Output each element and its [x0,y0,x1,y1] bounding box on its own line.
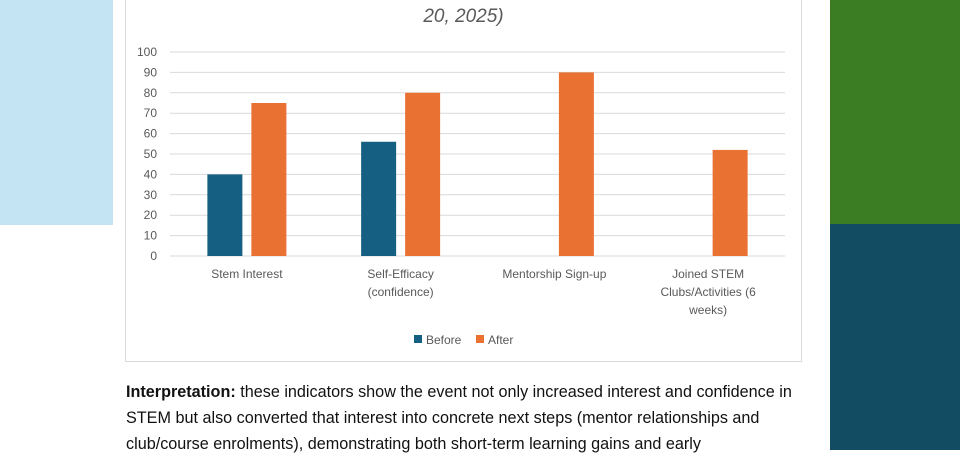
y-tick-label: 70 [144,106,158,120]
x-tick-label: (confidence) [368,285,434,299]
bar-after [712,149,748,256]
chart-title: 20, 2025) [423,6,504,27]
y-tick-label: 20 [144,208,158,222]
y-tick-label: 60 [144,127,158,141]
legend-label: After [488,333,513,347]
x-tick-label: Joined STEM [672,267,744,281]
y-tick-label: 30 [144,188,158,202]
y-tick-label: 10 [144,229,158,243]
x-tick-label: Stem Interest [211,267,283,281]
bar-before [207,174,243,256]
interpretation-paragraph: Interpretation: these indicators show th… [126,379,826,457]
bar-after [558,72,594,257]
legend-label: Before [426,333,462,347]
y-tick-label: 90 [144,65,158,79]
y-tick-label: 80 [144,86,158,100]
y-tick-label: 0 [150,249,157,263]
y-tick-label: 50 [144,147,158,161]
x-tick-label: weeks) [688,303,727,317]
interpretation-text: these indicators show the event not only… [126,383,792,453]
bar-after [405,92,441,256]
bar-after [251,103,287,256]
interpretation-label: Interpretation: [126,383,236,401]
y-tick-label: 100 [137,45,157,59]
legend-swatch [476,335,484,343]
x-tick-label: Self-Efficacy [367,267,433,281]
chart-frame [125,0,802,362]
x-tick-label: Mentorship Sign-up [502,267,606,281]
x-tick-label: Clubs/Activities (6 [660,285,756,299]
right-decor-bottom [830,224,960,450]
legend-swatch [414,335,422,343]
y-tick-label: 40 [144,167,158,181]
bar-before [361,141,397,256]
left-decor-panel [0,0,113,225]
right-decor-top [830,0,960,224]
